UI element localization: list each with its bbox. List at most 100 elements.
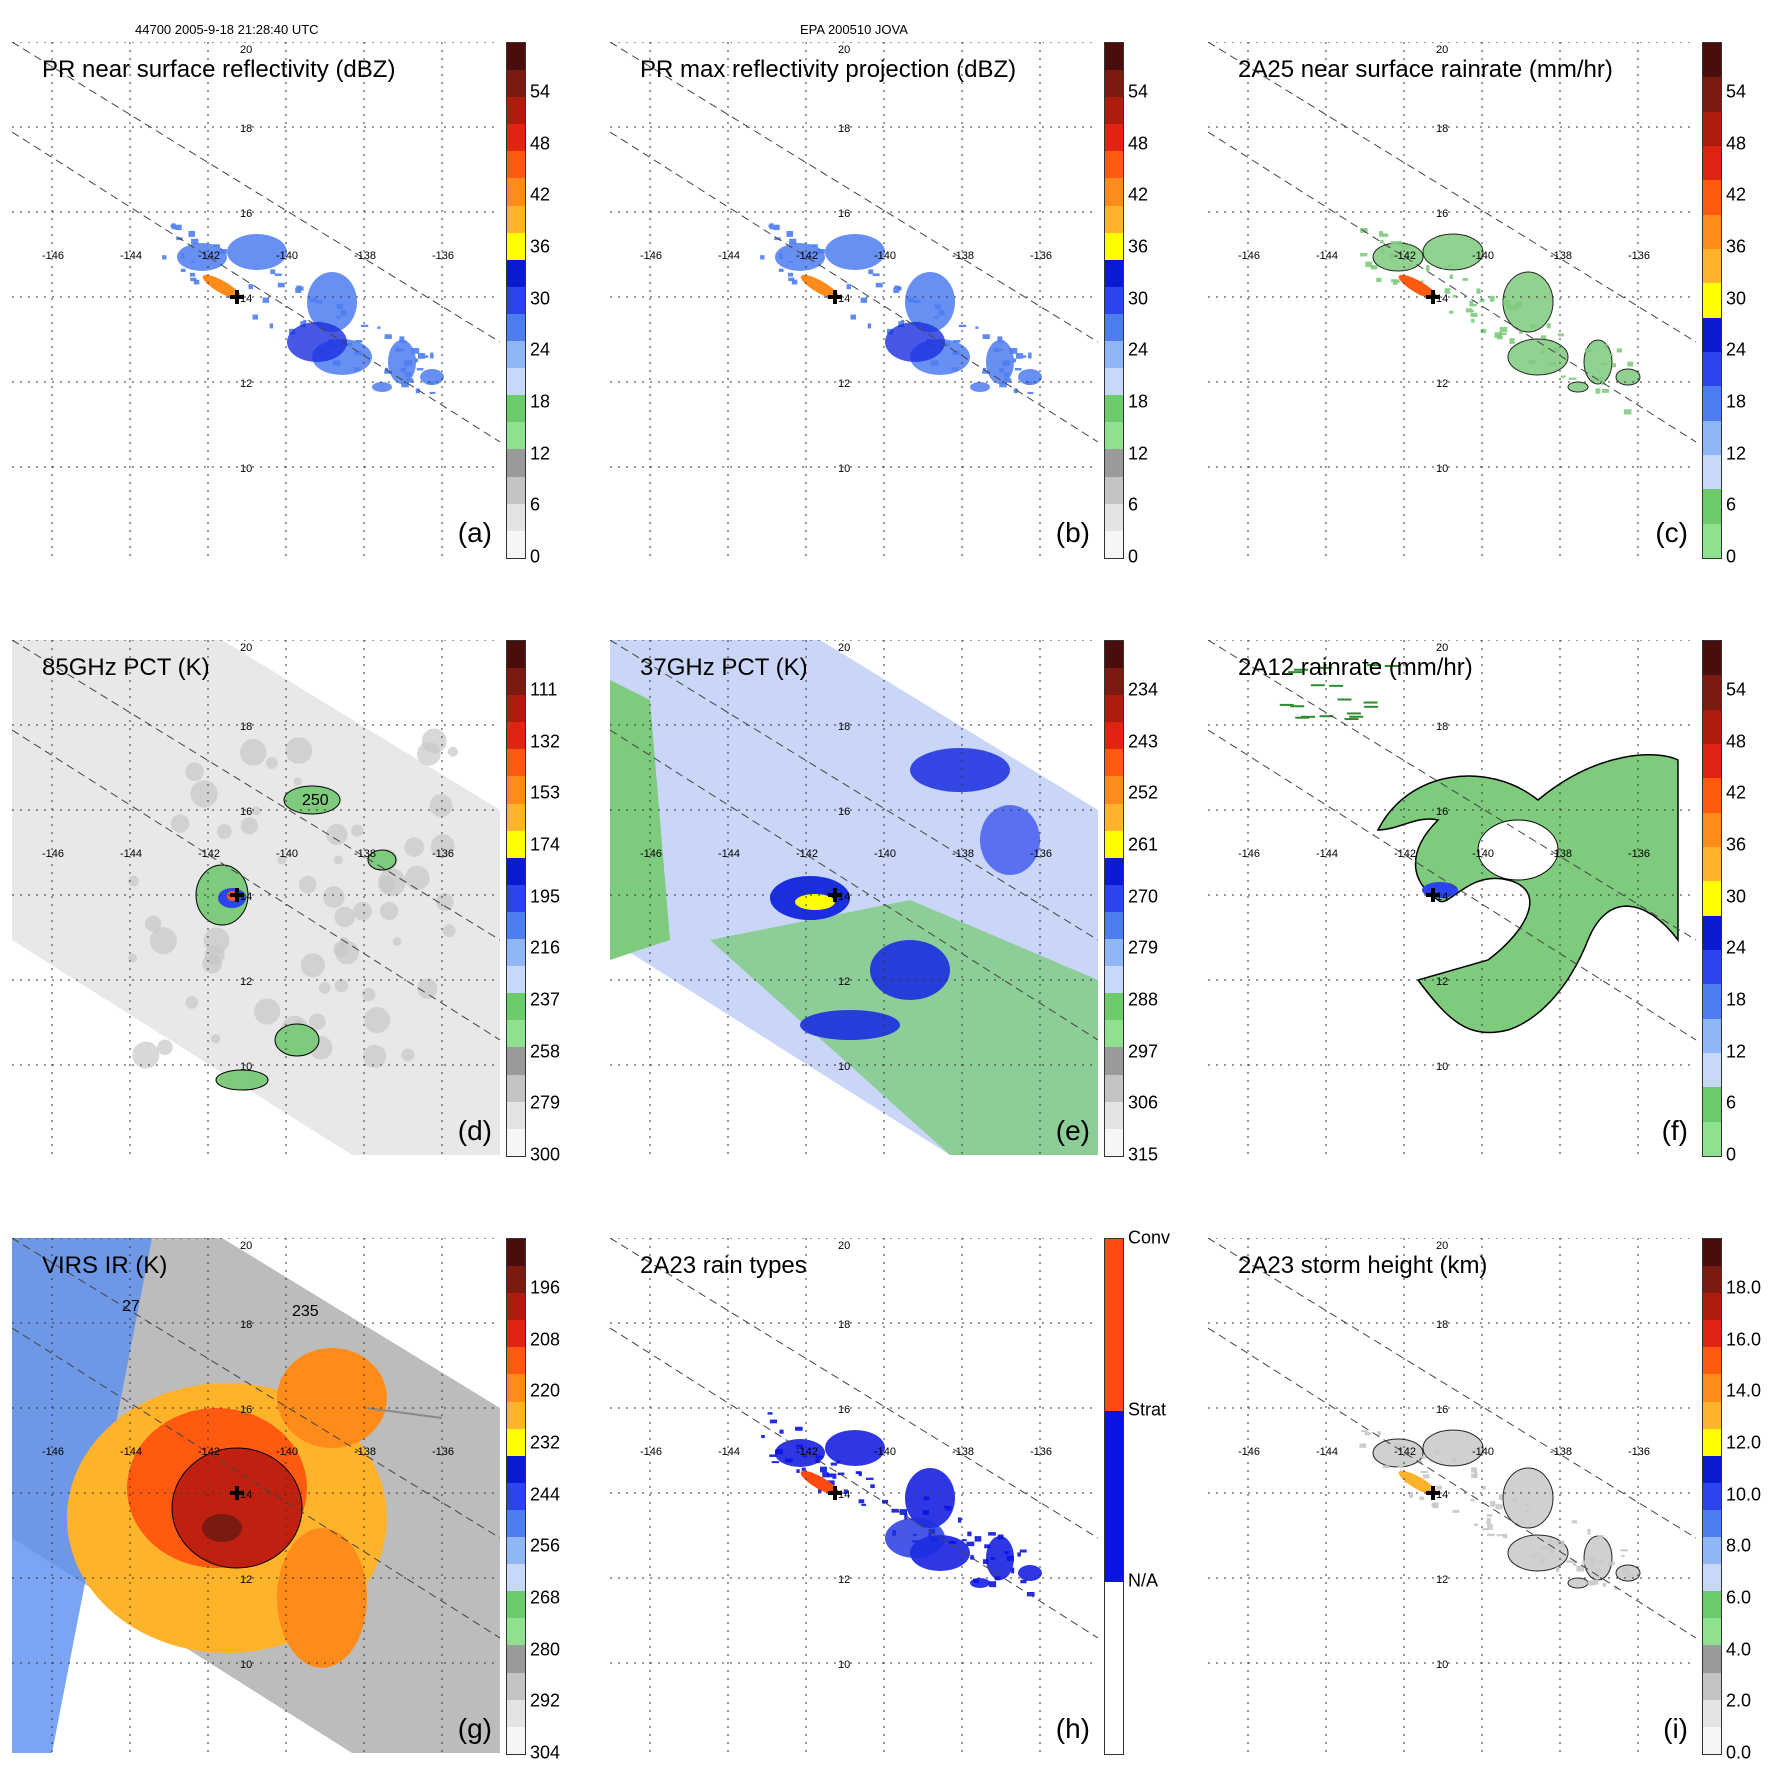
colorbar-segment bbox=[1703, 1618, 1721, 1646]
colorbar-segment bbox=[507, 1128, 525, 1156]
lon-label: -138 bbox=[952, 250, 975, 262]
colorbar-segment bbox=[1105, 1101, 1123, 1129]
colorbar-segment bbox=[507, 939, 525, 967]
lat-label: 16 bbox=[240, 806, 253, 818]
colorbar-segment bbox=[507, 857, 525, 885]
colorbar-ticks: 54 48 42 36 30 24 18 12 6 0 bbox=[530, 42, 590, 567]
colorbar bbox=[506, 42, 526, 559]
colorbar-tick-label: 0 bbox=[1726, 1144, 1737, 1165]
lat-label: 14 bbox=[240, 891, 253, 903]
colorbar-tick-label: 18 bbox=[530, 391, 551, 412]
lat-label: 16 bbox=[1436, 1404, 1449, 1416]
colorbar-tick-label: 268 bbox=[530, 1587, 561, 1608]
colorbar-segment bbox=[1105, 668, 1123, 696]
colorbar-tick-label: 279 bbox=[1128, 937, 1159, 958]
panel-letter: (c) bbox=[1655, 517, 1688, 548]
lat-label: 10 bbox=[1436, 463, 1449, 475]
panel-letter: (i) bbox=[1663, 1713, 1688, 1744]
colorbar-segment bbox=[1105, 205, 1123, 233]
colorbar-segment bbox=[507, 1537, 525, 1565]
colorbar-segment bbox=[1703, 778, 1721, 813]
colorbar-tick-label: 243 bbox=[1128, 731, 1159, 752]
contour-label: 250 bbox=[302, 792, 329, 809]
colorbar-segment bbox=[1703, 915, 1721, 950]
colorbar-segment bbox=[1703, 145, 1721, 181]
colorbar-ticks: 234 243 252 261 270 279 288 297 306 315 bbox=[1128, 640, 1188, 1165]
panel-e: -146 -144 -142 -140 -138 -136 20 18 16 14 12 10 37GH… bbox=[598, 628, 1158, 1165]
colorbar-segment bbox=[507, 43, 525, 71]
colorbar-tick-label: 36 bbox=[1128, 236, 1149, 257]
colorbar-segment bbox=[1105, 993, 1123, 1021]
colorbar-segment bbox=[507, 530, 525, 558]
lat-label: 10 bbox=[1436, 1659, 1449, 1671]
lat-label: 20 bbox=[838, 44, 851, 56]
lat-label: 10 bbox=[240, 1659, 253, 1671]
colorbar-segment bbox=[507, 1618, 525, 1646]
colorbar-segment bbox=[1703, 214, 1721, 249]
colorbar-tick-label: 279 bbox=[530, 1092, 561, 1113]
lat-label: 20 bbox=[240, 642, 253, 654]
colorbar-segment bbox=[507, 151, 525, 179]
swath-edge bbox=[610, 1327, 1098, 1639]
lat-label: 14 bbox=[838, 293, 851, 305]
lon-label: -140 bbox=[874, 1446, 897, 1458]
colorbar-tick-label: 132 bbox=[530, 731, 561, 752]
colorbar-tick-label: 304 bbox=[530, 1742, 561, 1763]
colorbar-segment bbox=[1105, 1668, 1123, 1754]
colorbar-tick-label: 18.0 bbox=[1726, 1277, 1762, 1298]
colorbar-segment bbox=[1105, 530, 1123, 558]
lon-label: -146 bbox=[42, 250, 65, 262]
colorbar-tick-label: 42 bbox=[1726, 184, 1747, 205]
colorbar-segment bbox=[507, 993, 525, 1021]
colorbar-tick-label: 111 bbox=[530, 679, 558, 700]
lat-label: 16 bbox=[240, 1404, 253, 1416]
panel-letter: (b) bbox=[1055, 517, 1090, 548]
orbit-header: 44700 2005-9-18 21:28:40 UTC bbox=[135, 22, 319, 37]
lon-label: -142 bbox=[796, 848, 819, 860]
panel-title: 2A23 rain types bbox=[640, 1252, 807, 1279]
colorbar-segment bbox=[1703, 386, 1721, 421]
lon-label: -138 bbox=[1550, 1446, 1573, 1458]
colorbar-segment bbox=[1703, 881, 1721, 916]
colorbar-ticks: 54 48 42 36 30 24 18 12 6 0 bbox=[1726, 42, 1771, 567]
panel-d: -146 -144 -142 -140 -138 -136 20 18 16 14 12 10 250 8… bbox=[0, 628, 560, 1165]
lat-label: 18 bbox=[838, 1319, 851, 1331]
colorbar-tick-label: 54 bbox=[1128, 81, 1149, 102]
colorbar-segment bbox=[1105, 911, 1123, 940]
colorbar bbox=[1104, 1238, 1124, 1755]
colorbar-ticks: 54 48 42 36 30 24 18 12 6 0 bbox=[1726, 640, 1771, 1165]
map-plot: -146 -144 -142 -140 -138 -136 20 18 16 14 12 10 37GH… bbox=[610, 640, 1098, 1155]
colorbar-segment bbox=[507, 124, 525, 152]
colorbar-ticks: 111 132 153 174 195 216 237 258 279 300 bbox=[530, 640, 590, 1165]
colorbar-segment bbox=[1105, 803, 1123, 831]
lon-label: -146 bbox=[640, 1446, 663, 1458]
colorbar-segment bbox=[1703, 1509, 1721, 1538]
colorbar-ticks: 18.0 16.0 14.0 12.0 10.0 8.0 6.0 4.0 2.0 0.0 bbox=[1726, 1238, 1771, 1763]
colorbar-tick-label: 244 bbox=[530, 1484, 561, 1505]
lat-label: 12 bbox=[1436, 976, 1449, 988]
colorbar-segment bbox=[507, 1374, 525, 1402]
lat-label: 18 bbox=[1436, 1319, 1449, 1331]
colorbar-segment bbox=[1105, 503, 1123, 531]
colorbar-segment bbox=[507, 259, 525, 287]
map-field bbox=[1208, 1238, 1696, 1753]
colorbar-tick-label: 18 bbox=[1726, 989, 1747, 1010]
colorbar-tick-label: 42 bbox=[1128, 184, 1149, 205]
lat-label: 16 bbox=[240, 208, 253, 220]
colorbar-segment bbox=[1703, 1564, 1721, 1592]
colorbar-segment bbox=[507, 286, 525, 314]
colorbar-segment bbox=[1105, 341, 1123, 369]
colorbar-segment bbox=[1703, 812, 1721, 847]
colorbar-tick-label: 30 bbox=[530, 288, 551, 309]
swath-edge bbox=[1208, 131, 1696, 443]
colorbar-tick-label: 306 bbox=[1128, 1092, 1159, 1113]
lon-label: -136 bbox=[432, 250, 455, 262]
colorbar-segment bbox=[507, 1509, 525, 1538]
colorbar-segment bbox=[1105, 151, 1123, 179]
colorbar-tick-label: 36 bbox=[1726, 236, 1747, 257]
lat-label: 16 bbox=[838, 1404, 851, 1416]
swath-edge bbox=[610, 42, 1098, 343]
storm-center-marker bbox=[1426, 888, 1440, 902]
colorbar-segment bbox=[1703, 180, 1721, 215]
colorbar-segment bbox=[1703, 949, 1721, 985]
